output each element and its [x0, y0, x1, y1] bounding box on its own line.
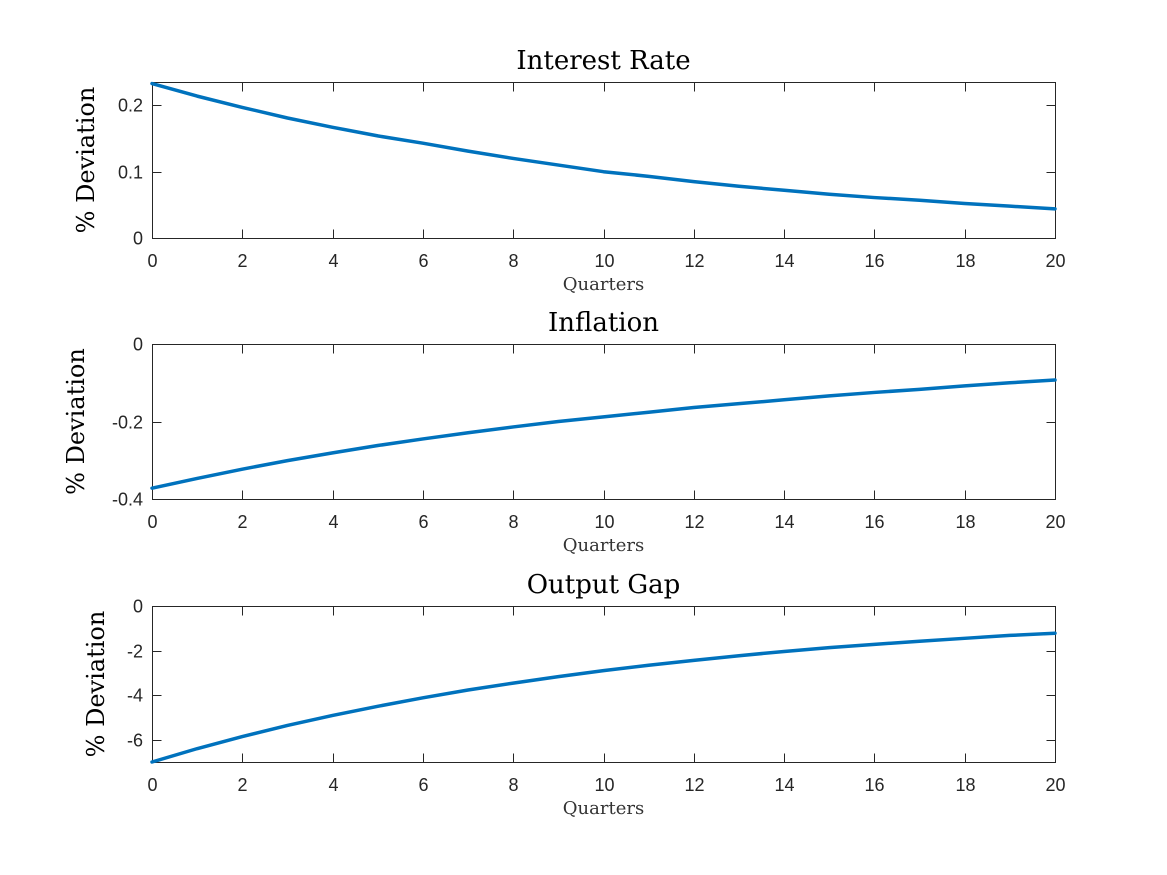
- x-tick-label: 14: [774, 512, 794, 532]
- chart-title: Inflation: [548, 308, 659, 338]
- x-tick-label: 16: [864, 251, 884, 271]
- y-tick-label: 0: [133, 335, 143, 355]
- y-tick-label: 0: [133, 597, 143, 617]
- x-tick-label: 18: [955, 251, 975, 271]
- x-tick-label: 4: [328, 775, 338, 795]
- x-tick-label: 14: [774, 251, 794, 271]
- x-tick-label: 8: [508, 512, 518, 532]
- chart-title: Interest Rate: [516, 46, 690, 76]
- x-tick-label: 6: [418, 775, 428, 795]
- x-tick-label: 2: [237, 251, 247, 271]
- x-tick-label: 20: [1045, 251, 1065, 271]
- panel-0: 0 2 4 6 8 10 12 14 16 18 20 0 0.1 0.2 Interest Rate Qua…: [72, 46, 1066, 295]
- y-tick-label: -4: [127, 686, 143, 706]
- x-tick-label: 10: [594, 775, 614, 795]
- y-axis-label: % Deviation: [72, 87, 100, 234]
- x-tick-label: 18: [955, 512, 975, 532]
- series-line-0: [150, 631, 1057, 764]
- x-tick-label: 4: [328, 251, 338, 271]
- x-tick-label: 2: [237, 512, 247, 532]
- x-tick-label: 10: [594, 512, 614, 532]
- y-tick-label: 0.2: [118, 96, 143, 116]
- x-tick-label: 16: [864, 775, 884, 795]
- x-axis-label: Quarters: [563, 798, 644, 819]
- x-tick-label: 10: [594, 251, 614, 271]
- y-axis-label: % Deviation: [62, 348, 90, 495]
- panel-2: 0 2 4 6 8 10 12 14 16 18 20 -6 -4 -2 0 Output Gap Quarte…: [82, 570, 1066, 819]
- y-tick-label: -6: [127, 731, 143, 751]
- x-axis-label: Quarters: [563, 274, 644, 295]
- axes-box: [152, 606, 1056, 763]
- y-tick-label: -0.4: [112, 490, 143, 510]
- panel-1: 0 2 4 6 8 10 12 14 16 18 20 -0.4 -0.2 0 Inflation Quart…: [62, 308, 1066, 556]
- x-tick-label: 0: [147, 251, 157, 271]
- x-tick-label: 0: [147, 512, 157, 532]
- x-tick-label: 12: [684, 512, 704, 532]
- y-tick-label: -2: [127, 642, 143, 662]
- y-axis-label: % Deviation: [82, 611, 110, 758]
- x-tick-label: 20: [1045, 775, 1065, 795]
- x-tick-label: 6: [418, 251, 428, 271]
- chart-title: Output Gap: [527, 570, 681, 600]
- y-tick-label: 0.1: [118, 163, 143, 183]
- x-tick-label: 20: [1045, 512, 1065, 532]
- x-tick-label: 8: [508, 775, 518, 795]
- x-tick-label: 8: [508, 251, 518, 271]
- axes-box: [152, 344, 1056, 500]
- x-tick-label: 6: [418, 512, 428, 532]
- x-tick-label: 4: [328, 512, 338, 532]
- y-tick-label: -0.2: [112, 413, 143, 433]
- axes-box: [152, 82, 1056, 239]
- y-tick-label: 0: [133, 229, 143, 249]
- x-tick-label: 14: [774, 775, 794, 795]
- x-tick-label: 18: [955, 775, 975, 795]
- x-tick-label: 16: [864, 512, 884, 532]
- x-tick-label: 2: [237, 775, 247, 795]
- x-tick-label: 12: [684, 251, 704, 271]
- series-line-0: [150, 378, 1057, 490]
- x-axis-label: Quarters: [563, 535, 644, 556]
- series-line-0: [150, 81, 1057, 211]
- x-tick-label: 0: [147, 775, 157, 795]
- x-tick-label: 12: [684, 775, 704, 795]
